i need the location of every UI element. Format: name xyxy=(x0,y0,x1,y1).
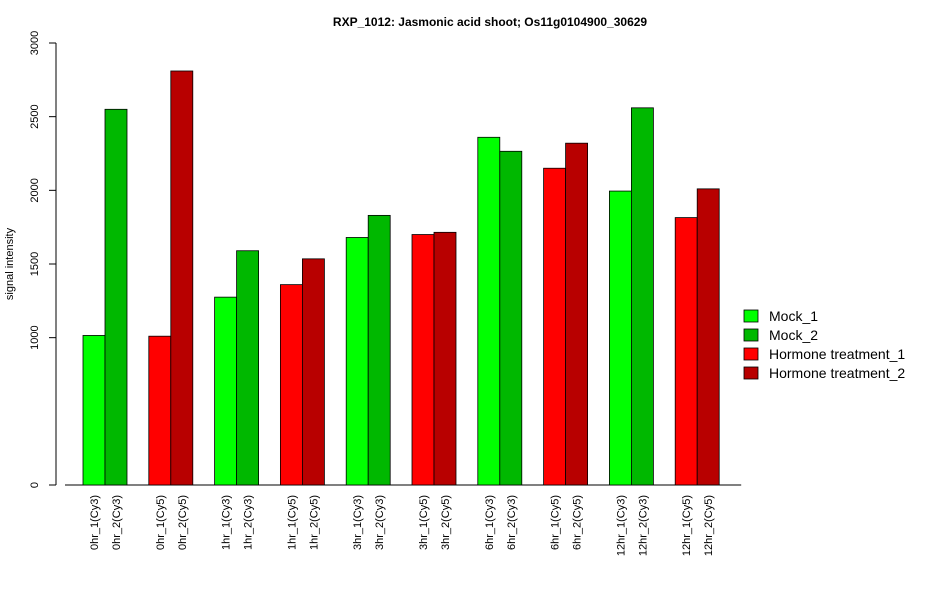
x-tick-label: 0hr_1(Cy5) xyxy=(155,495,167,550)
bar xyxy=(82,335,106,486)
x-tick-label: 12hr_2(Cy3) xyxy=(637,495,649,556)
y-axis-label: signal intensity xyxy=(4,227,16,300)
x-tick-label: 0hr_2(Cy5) xyxy=(177,495,189,550)
bar xyxy=(411,234,435,486)
legend-swatch xyxy=(743,366,759,380)
bar xyxy=(543,167,566,486)
bar xyxy=(477,136,501,486)
bar xyxy=(301,258,325,486)
x-tick-label: 12hr_1(Cy5) xyxy=(681,495,693,556)
bar xyxy=(696,188,720,486)
y-tick-label: 1500 xyxy=(29,252,41,276)
legend-swatch xyxy=(743,309,759,323)
legend-swatch xyxy=(743,328,759,342)
bar xyxy=(609,190,632,486)
y-axis: 0 1000 1500 2000 2500 3000 xyxy=(29,31,57,488)
legend-label: Mock_2 xyxy=(769,327,818,343)
x-axis: 0hr_1(Cy3) 0hr_2(Cy3) 0hr_1(Cy5) 0hr_2(Cy5)… xyxy=(65,484,742,556)
x-tick-label: 0hr_2(Cy3) xyxy=(111,495,123,550)
x-tick-label: 12hr_2(Cy5) xyxy=(703,495,715,556)
x-tick-label: 0hr_1(Cy3) xyxy=(89,495,101,550)
x-tick-label: 1hr_2(Cy3) xyxy=(243,495,255,550)
bar xyxy=(236,250,260,486)
x-tick-label: 3hr_1(Cy5) xyxy=(418,495,430,550)
x-tick-label: 1hr_1(Cy3) xyxy=(221,495,233,550)
x-tick-label: 1hr_1(Cy5) xyxy=(286,495,298,550)
bar xyxy=(170,70,194,486)
x-tick-label: 3hr_2(Cy5) xyxy=(440,495,452,550)
x-tick-label: 6hr_1(Cy5) xyxy=(550,495,562,550)
y-tick-label: 1000 xyxy=(29,325,41,349)
bar xyxy=(214,296,238,486)
legend-swatch xyxy=(743,347,759,361)
legend-label: Hormone treatment_2 xyxy=(769,365,905,381)
y-tick-label: 0 xyxy=(29,482,41,488)
bar xyxy=(499,150,523,486)
y-tick-label: 2000 xyxy=(29,178,41,202)
y-tick-label: 2500 xyxy=(29,104,41,128)
x-tick-label: 6hr_2(Cy5) xyxy=(572,495,584,550)
bar xyxy=(279,284,303,486)
bar xyxy=(104,108,128,486)
bar xyxy=(631,107,654,486)
bar xyxy=(367,214,391,486)
legend-label: Hormone treatment_1 xyxy=(769,346,905,362)
bar xyxy=(674,217,698,486)
bar xyxy=(148,335,172,486)
bar xyxy=(345,237,369,486)
legend-label: Mock_1 xyxy=(769,308,818,324)
x-tick-label: 1hr_2(Cy5) xyxy=(308,495,320,550)
x-tick-label: 3hr_1(Cy3) xyxy=(352,495,364,550)
bar xyxy=(433,231,457,486)
x-tick-label: 6hr_2(Cy3) xyxy=(506,495,518,550)
x-tick-label: 3hr_2(Cy3) xyxy=(374,495,386,550)
x-tick-label: 12hr_1(Cy3) xyxy=(615,495,627,556)
bars xyxy=(82,70,720,486)
y-tick-label: 3000 xyxy=(29,31,41,55)
chart-title: RXP_1012: Jasmonic acid shoot; Os11g0104… xyxy=(333,15,648,29)
legend: Mock_1 Mock_2 Hormone treatment_1 Hormone t… xyxy=(743,308,905,381)
bar xyxy=(565,142,588,486)
x-tick-label: 6hr_1(Cy3) xyxy=(484,495,496,550)
